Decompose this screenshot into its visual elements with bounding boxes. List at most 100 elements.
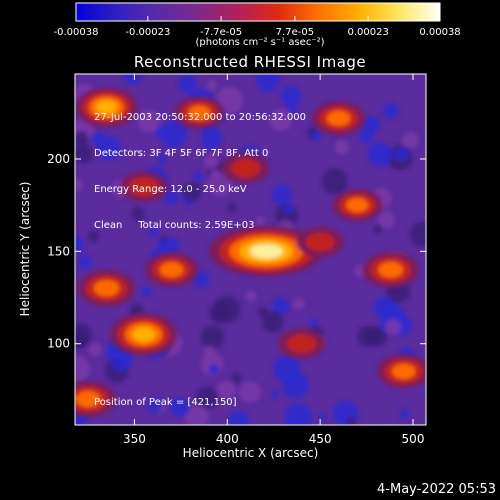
colorbar-tick-label: 0.00023 xyxy=(347,27,388,38)
colorbar-tick-label: 0.00038 xyxy=(419,27,460,38)
heatmap-source-blob xyxy=(346,198,369,213)
heatmap-patch xyxy=(318,413,327,422)
heatmap-patch xyxy=(216,380,236,400)
colorbar-unit-label: (photons cm⁻² s⁻¹ asec⁻²) xyxy=(195,37,325,48)
heatmap-source-blob xyxy=(75,391,101,408)
heatmap-source-blob xyxy=(159,262,184,278)
heatmap-patch xyxy=(87,230,100,242)
heatmap-patch xyxy=(75,355,90,384)
footer-date: 4-May-2022 05:53 xyxy=(377,482,496,497)
heatmap-source-blob xyxy=(249,244,283,259)
heatmap-patch xyxy=(373,224,384,234)
heatmap-patch xyxy=(148,227,159,237)
heatmap-patch xyxy=(147,398,163,414)
annotation-detectors: Detectors: 3F 4F 5F 6F 7F 8F, Att 0 xyxy=(94,148,269,159)
heatmap-patch xyxy=(203,345,216,358)
heatmap-source-blob xyxy=(391,363,416,379)
heatmap-source-blob xyxy=(188,105,211,120)
annotation-time-range: 27-Jul-2003 20:50:32.000 to 20:56:32.000 xyxy=(94,112,306,123)
heatmap-patch xyxy=(271,297,290,315)
heatmap-patch xyxy=(159,119,188,148)
heatmap-patch xyxy=(373,296,396,319)
heatmap-patch xyxy=(270,390,280,399)
heatmap-patch xyxy=(204,154,219,169)
colorbar-tick-label: -0.00038 xyxy=(54,27,99,38)
heatmap-patch xyxy=(310,318,319,327)
x-tick-label: 450 xyxy=(309,432,332,446)
heatmap-patch xyxy=(209,364,220,375)
heatmap-source-blob xyxy=(95,100,118,115)
heatmap-patch xyxy=(210,169,219,178)
heatmap xyxy=(75,74,426,425)
heatmap-patch xyxy=(164,238,180,253)
x-tick-label: 500 xyxy=(402,432,425,446)
heatmap-patch xyxy=(182,182,202,202)
heatmap-sources xyxy=(75,87,426,418)
heatmap-patch xyxy=(239,381,261,403)
heatmap-patch xyxy=(164,190,180,205)
heatmap-patch xyxy=(157,155,167,165)
y-axis-label: Heliocentric Y (arcsec) xyxy=(18,181,32,317)
heatmap-patch xyxy=(261,310,284,333)
heatmap-source-blob xyxy=(326,110,351,126)
heatmap-patch xyxy=(284,203,295,214)
heatmap-patch xyxy=(287,104,298,114)
heatmap-source-blob xyxy=(231,158,261,178)
heatmap-source-blob xyxy=(132,327,156,342)
annotation-total-counts: Clean Total counts: 2.59E+03 xyxy=(94,220,255,231)
heatmap-patch xyxy=(271,184,293,206)
heatmap-patch xyxy=(200,325,225,350)
heatmap-patch xyxy=(399,409,410,420)
heatmap-patch xyxy=(227,202,237,213)
heatmap-patch xyxy=(169,397,190,418)
y-tick-label: 100 xyxy=(47,337,70,351)
heatmap-patch xyxy=(192,271,210,289)
heatmap-patch xyxy=(402,132,419,149)
plot-frame xyxy=(74,73,427,426)
heatmap-patch xyxy=(122,74,144,85)
heatmap-patch xyxy=(111,349,133,372)
heatmap-patch xyxy=(75,177,83,192)
heatmap-patch xyxy=(385,319,402,336)
heatmap-patch xyxy=(206,79,218,91)
heatmap-patch xyxy=(258,306,268,317)
heatmap-patch xyxy=(358,129,374,145)
heatmap-source-blob xyxy=(129,177,159,197)
heatmap-patch xyxy=(284,403,313,425)
heatmap-patch xyxy=(141,286,152,297)
heatmap-patch xyxy=(394,147,409,162)
heatmap-patch xyxy=(321,168,348,195)
heatmap-patch xyxy=(75,131,89,146)
heatmap-patch xyxy=(75,236,84,254)
heatmap-patch xyxy=(409,221,426,247)
heatmap-patch xyxy=(78,255,92,270)
heatmap-patch xyxy=(231,372,242,383)
heatmap-patch xyxy=(256,74,280,92)
heatmap-patch xyxy=(75,323,93,349)
heatmap-patch xyxy=(376,210,395,229)
heatmap-source-blob xyxy=(93,280,120,297)
heatmap-patch xyxy=(88,343,103,357)
heatmap-patch xyxy=(178,75,197,94)
heatmap-source-blob xyxy=(286,334,317,354)
colorbar-tick-label: -0.00023 xyxy=(125,27,170,38)
heatmap-patch xyxy=(292,297,305,310)
colorbar-tick-label: 7.7e-05 xyxy=(276,27,314,38)
chart-title: Reconstructed RHESSI Image xyxy=(133,53,367,71)
heatmap-patch xyxy=(280,85,302,107)
heatmap-patch xyxy=(245,290,257,302)
heatmap-patch xyxy=(192,171,204,183)
x-tick-label: 350 xyxy=(123,432,146,446)
annotation-block: 27-Jul-2003 20:50:32.000 to 20:56:32.000… xyxy=(94,88,306,244)
annotation-peak-position: Position of Peak = [421,150] xyxy=(94,397,237,408)
heatmap-patch xyxy=(157,238,167,249)
heatmap-patch xyxy=(311,131,321,141)
heatmap-patch xyxy=(213,295,241,323)
heatmap-patch xyxy=(269,109,292,132)
heatmap-patch xyxy=(96,136,121,161)
heatmap-patch xyxy=(154,126,166,138)
heatmap-patch xyxy=(137,109,161,133)
heatmap-patch xyxy=(382,102,400,119)
annotation-energy-range: Energy Range: 12.0 - 25.0 keV xyxy=(94,184,247,195)
